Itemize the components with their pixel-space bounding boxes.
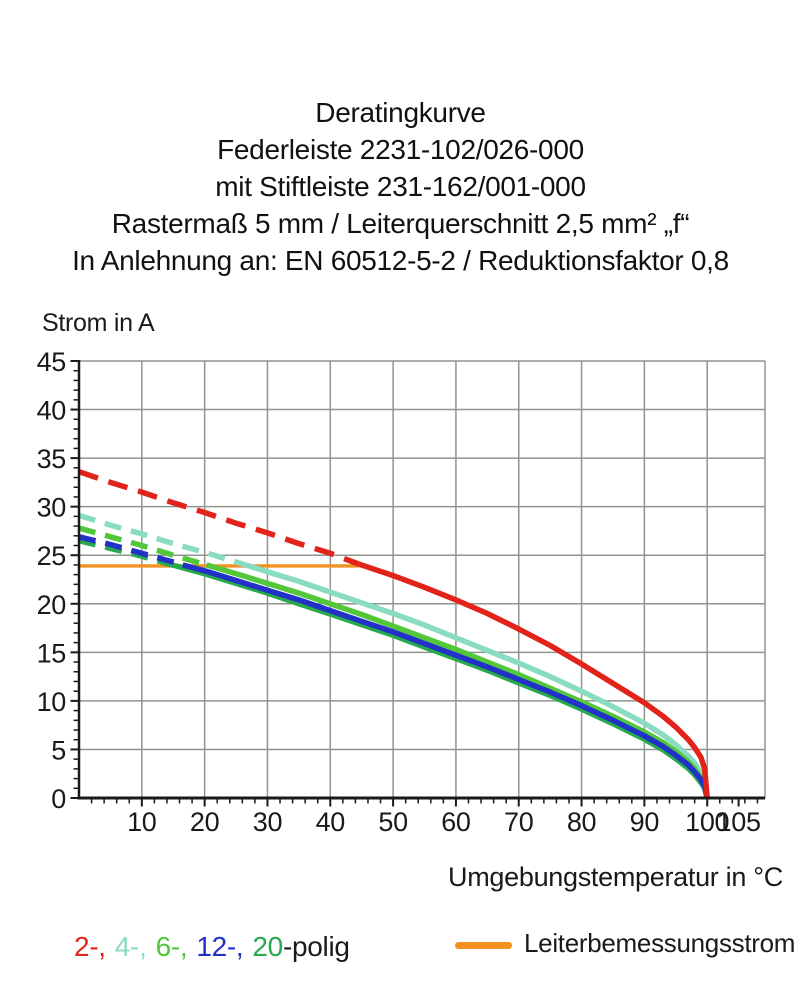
poles-legend-items: 2-, 4-, 6-, 12-, 20 <box>74 931 283 962</box>
svg-text:40: 40 <box>37 396 66 426</box>
svg-text:90: 90 <box>630 807 659 837</box>
svg-text:30: 30 <box>37 493 66 523</box>
svg-text:20: 20 <box>37 590 66 620</box>
poles-legend-suffix: -polig <box>282 931 350 962</box>
chart-title-line-5: In Anlehnung an: EN 60512-5-2 / Reduktio… <box>72 245 729 276</box>
svg-text:80: 80 <box>567 807 596 837</box>
rated-current-label: Leiterbemessungsstrom <box>524 928 796 958</box>
chart-title-block: Deratingkurve Federleiste 2231-102/026-0… <box>0 94 801 279</box>
svg-text:10: 10 <box>37 687 66 717</box>
svg-text:20: 20 <box>190 807 219 837</box>
svg-text:25: 25 <box>37 541 66 571</box>
svg-text:15: 15 <box>37 638 66 668</box>
svg-text:30: 30 <box>253 807 282 837</box>
chart-title-line-3: mit Stiftleiste 231-162/001-000 <box>215 171 586 202</box>
svg-text:45: 45 <box>37 347 66 377</box>
svg-text:50: 50 <box>378 807 407 837</box>
poles-legend-item: 6-, <box>155 931 188 962</box>
svg-text:60: 60 <box>441 807 470 837</box>
poles-legend-item: 4-, <box>114 931 147 962</box>
svg-text:70: 70 <box>504 807 533 837</box>
svg-text:10: 10 <box>127 807 156 837</box>
svg-text:5: 5 <box>51 735 66 765</box>
svg-text:0: 0 <box>51 784 66 814</box>
svg-text:40: 40 <box>316 807 345 837</box>
svg-text:105: 105 <box>717 807 761 837</box>
poles-legend-item: 2-, <box>74 931 106 962</box>
rated-current-legend: Leiterbemessungsstrom <box>455 928 795 959</box>
rated-current-swatch <box>455 942 512 949</box>
chart-title-line-1: Deratingkurve <box>315 97 486 128</box>
chart-title-line-4: Rastermaß 5 mm / Leiterquerschnitt 2,5 m… <box>111 208 690 239</box>
y-axis-title: Strom in A <box>42 309 155 337</box>
poles-legend-item: 12-, <box>196 931 244 962</box>
svg-text:35: 35 <box>37 444 66 474</box>
chart-title-line-2: Federleiste 2231-102/026-000 <box>217 134 584 165</box>
svg-text:100: 100 <box>685 807 729 837</box>
x-axis-title: Umgebungstemperatur in °C <box>448 862 783 892</box>
poles-legend-item: 20 <box>252 931 283 962</box>
poles-legend: 2-, 4-, 6-, 12-, 20-polig <box>74 931 350 963</box>
